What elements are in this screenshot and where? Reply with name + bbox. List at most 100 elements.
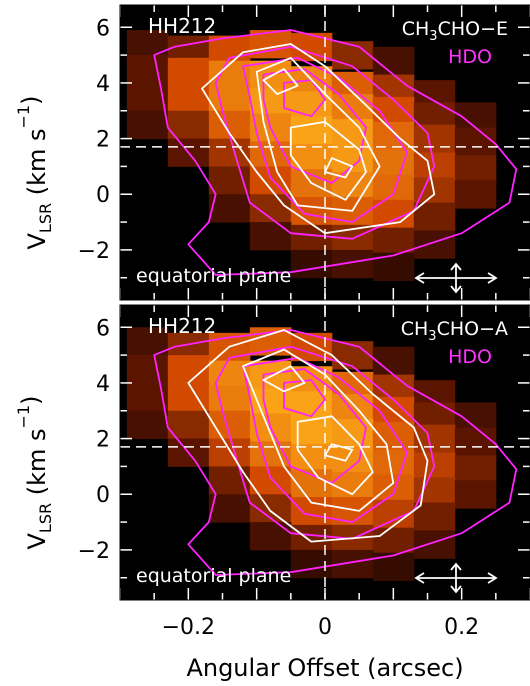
species-label: CH3CHO−E [402, 18, 508, 44]
arrow-head-up [450, 262, 462, 271]
emission-pixel [372, 46, 415, 76]
arrow-head-right [487, 572, 498, 584]
emission-pixel [249, 88, 292, 117]
orientation-arrows-icon [414, 262, 498, 294]
y-axis-label: VLSR (km s−1) [14, 396, 55, 550]
ch3cho-contour [296, 415, 374, 496]
emission-pixel [454, 127, 497, 156]
emission-pixel [372, 474, 415, 504]
x-tick-label: −0.2 [162, 615, 215, 640]
y-axis-label-part: V [23, 232, 51, 249]
ch3cho-contour [324, 157, 354, 179]
emission-pixel [454, 155, 497, 184]
y-axis-label-part: V [23, 532, 51, 549]
emission-pixel [454, 480, 497, 509]
emission-pixel [249, 466, 292, 495]
y-tick-label: 2 [96, 128, 110, 153]
emission-pixel [249, 522, 292, 551]
hdo-contour [242, 357, 408, 523]
emission-pixel [290, 524, 333, 554]
ch3cho-contour [289, 121, 367, 201]
emission-pixel [290, 549, 333, 579]
plot-area [120, 305, 530, 600]
emission-pixel [413, 202, 456, 231]
emission-pixel [290, 249, 333, 279]
emission-pixel [208, 166, 251, 195]
emission-pixel [208, 438, 251, 467]
emission-pixel [126, 110, 169, 140]
ch3cho-contour [324, 443, 354, 462]
y-tick-label: −2 [78, 239, 110, 264]
source-label: HH212 [148, 314, 216, 338]
arrow-head-left [414, 572, 425, 584]
emission-pixel [331, 471, 374, 501]
y-axis-label: VLSR (km s−1) [14, 96, 55, 250]
emission-pixel [372, 346, 415, 376]
emission-pixel [126, 30, 169, 59]
emission-pixel [372, 449, 415, 479]
y-axis-label-part: −1 [14, 405, 33, 429]
emission-pixel [372, 227, 415, 256]
emission-pixel [167, 110, 210, 140]
emission-pixel [208, 194, 251, 223]
emission-pixel [331, 446, 374, 476]
emission-pixel [454, 180, 497, 209]
y-tick-label: 6 [96, 316, 110, 341]
hdo-contour [153, 29, 518, 276]
equatorial-plane-label: equatorial plane [136, 265, 291, 287]
emission-pixel [249, 222, 292, 251]
emission-pixel [290, 197, 333, 226]
x-tick-label: 0 [318, 615, 332, 640]
y-tick-label: 4 [96, 72, 110, 97]
source-label: HH212 [148, 14, 216, 38]
hdo-contour [262, 68, 367, 184]
arrow-head-left [414, 272, 425, 284]
hdo-contour [153, 329, 518, 576]
emission-pixel [331, 394, 374, 423]
emission-pixel [413, 502, 456, 531]
orientation-arrows-icon [414, 562, 498, 594]
plot-area [120, 5, 530, 300]
emission-pixel [372, 527, 415, 556]
emission-pixel [208, 494, 251, 523]
emission-pixel [413, 124, 456, 153]
plot-frame [119, 4, 530, 301]
y-axis-label-part: (km s [23, 128, 51, 202]
species-label: CH3CHO−A [401, 318, 508, 344]
emission-pixel [331, 94, 374, 123]
emission-pixel [167, 57, 210, 87]
species-label-part: CHO−A [437, 318, 508, 340]
emission-pixel [454, 427, 497, 456]
y-axis-label-part: LSR [36, 503, 55, 533]
equatorial-plane-label: equatorial plane [136, 565, 291, 587]
y-tick-label: 0 [96, 483, 110, 508]
emission-pixel [208, 466, 251, 495]
emission-pixel [372, 174, 415, 204]
hdo-contour [262, 368, 367, 484]
ch3cho-contour [187, 329, 429, 543]
emission-pixel [413, 477, 456, 506]
arrow-head-up [450, 562, 462, 571]
overlay-label: HDO [448, 46, 492, 68]
emission-pixel [331, 497, 374, 526]
hdo-contour [283, 379, 326, 418]
y-tick-label: 0 [96, 183, 110, 208]
emission-pixel [167, 410, 210, 440]
arrow-head-down [450, 285, 462, 294]
emission-pixel [413, 230, 456, 259]
emission-pixel [372, 149, 415, 179]
emission-pixel [126, 55, 169, 84]
species-label-part: CH [401, 318, 429, 340]
y-axis-label-part: ) [17, 396, 45, 405]
emission-pixel [413, 424, 456, 453]
arrow-head-right [487, 272, 498, 284]
emission-pixel [249, 388, 292, 417]
emission-pixel [208, 385, 251, 415]
ch3cho-contour [242, 348, 395, 512]
panel-ch3cho-a: −2 0 2 4 6 −0.2 0 0.2 VLSR (km s−1) HH212 CH3CHO−A… [14, 304, 530, 640]
emission-pixel [126, 410, 169, 440]
emission-pixel [290, 224, 333, 254]
y-tick-label: 2 [96, 428, 110, 453]
